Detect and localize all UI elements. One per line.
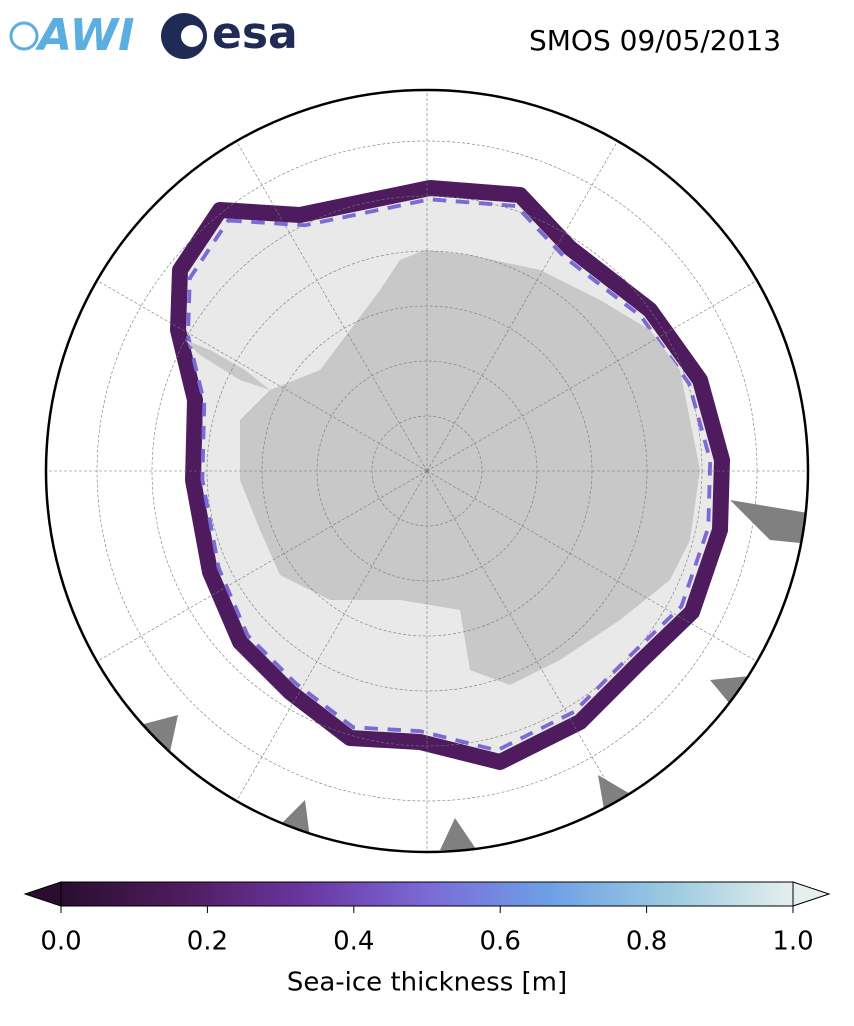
awi-logo: AWI: [9, 10, 135, 61]
colorbar-tick-label: 0.4: [333, 927, 374, 957]
colorbar-frame: [60, 881, 794, 907]
title: SMOS 09/05/2013: [529, 24, 781, 57]
colorbar-tick-label: 0.6: [480, 927, 521, 957]
colorbar-tick-label: 0.2: [187, 927, 228, 957]
colorbar-tick-label: 0.0: [40, 927, 81, 957]
colorbar: 0.0 0.2 0.4 0.6 0.8 1.0: [23, 881, 831, 957]
map-frame: [44, 88, 810, 854]
logo-text: AWI: [35, 10, 135, 61]
extend-low: [23, 881, 62, 907]
logo-text: esa: [212, 8, 298, 59]
colorbar-tick-label: 0.8: [626, 927, 667, 957]
colorbar-tick-label: 1.0: [772, 927, 813, 957]
colorbar-gradient: [61, 882, 793, 906]
esa-logo: esa: [161, 8, 298, 59]
colorbar-label: Sea-ice thickness [m]: [287, 968, 567, 998]
map: [46, 90, 808, 852]
extend-high: [792, 881, 831, 907]
